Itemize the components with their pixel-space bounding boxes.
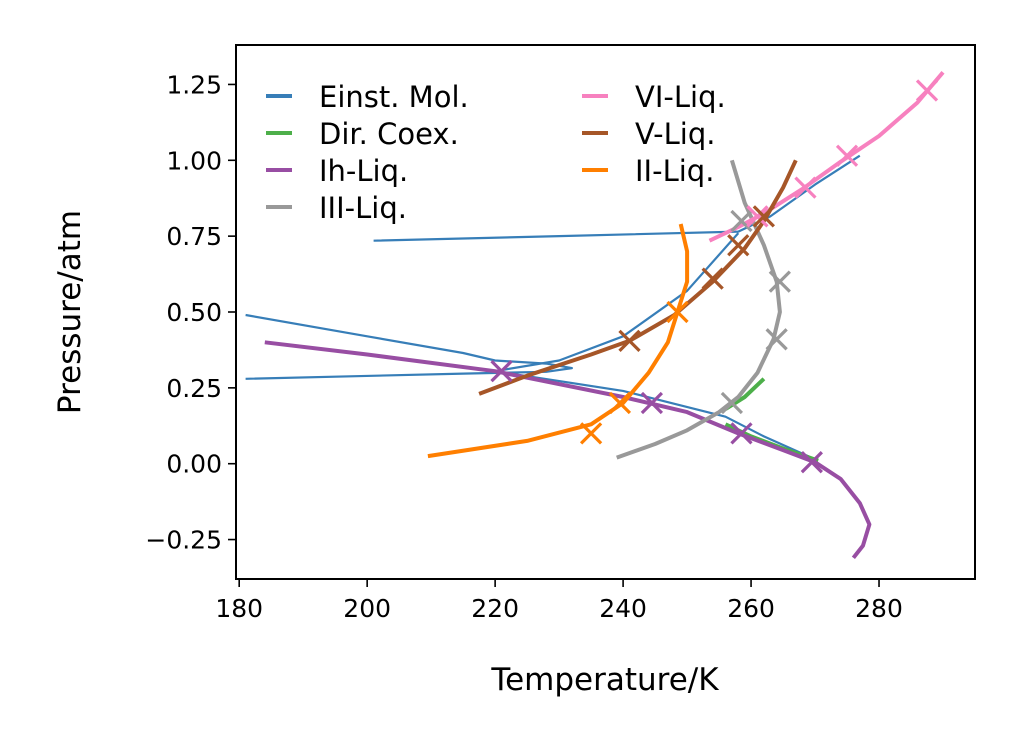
series-line-ih-liq [264,340,872,560]
legend-entry-dir-coex: Dir. Coex. [266,117,459,151]
data-point-ii-liq [579,422,603,445]
data-point-v-liq [752,205,775,228]
data-point-iii-liq [720,391,743,415]
series-line-vi-liq [708,71,945,243]
data-point-iii-liq [765,328,788,351]
y-tick-label: 0.50 [166,298,222,327]
x-tick-label: 200 [343,594,391,623]
legend-label: VI-Liq. [635,80,726,114]
data-point-v-liq [618,329,641,352]
data-point-v-liq [727,234,750,257]
legend-label: Einst. Mol. [319,80,469,114]
y-tick-label: 1.25 [166,70,222,99]
y-tick-label: 0.75 [166,222,222,251]
data-point-v-liq [701,267,724,290]
data-point-ih-liq [640,391,664,415]
x-tick-label: 240 [599,594,647,623]
x-tick-label: 220 [471,594,519,623]
data-point-iii-liq [768,270,791,293]
legend-label: Ih-Liq. [319,154,408,188]
data-point-ii-liq [608,391,632,415]
series-line-einst-mol [494,370,816,461]
x-tick-label: 260 [727,594,775,623]
legend-entry-iii-liq: III-Liq. [266,191,407,225]
series-line-v-liq [478,159,798,396]
series-line-einst-mol [494,232,740,373]
legend-label: II-Liq. [635,154,714,188]
data-point-vi-liq [746,205,769,228]
legend-label: III-Liq. [319,191,407,225]
y-tick-label: 1.00 [166,146,222,175]
data-point-ih-liq [490,360,513,383]
y-tick-label: 0.25 [166,374,222,403]
x-tick-label: 180 [215,594,263,623]
y-tick-label: 0.00 [166,450,222,479]
data-point-vi-liq [835,144,859,167]
legend: Einst. Mol.Dir. Coex.Ih-Liq.III-Liq. VI-L… [266,80,726,225]
x-axis: 180 200 220 240 260 280 [215,579,903,623]
legend-entry-v-liq: V-Liq. [582,117,715,151]
data-point-ih-liq [800,451,823,474]
data-point-ii-liq [666,300,689,324]
y-axis: −0.25 0.00 0.25 0.50 0.75 1.00 1.25 [145,70,236,555]
legend-entry-einst-mol: Einst. Mol. [266,80,469,114]
x-axis-label: Temperature/K [490,662,719,698]
y-axis-label: Pressure/atm [52,210,88,414]
data-point-vi-liq [915,79,939,102]
series-line-ii-liq [427,223,690,459]
data-point-iii-liq [730,209,753,233]
series-line-iii-liq [616,159,782,460]
legend-entry-vi-liq: VI-Liq. [582,80,726,114]
marker-layer [490,79,939,474]
legend-label: V-Liq. [635,117,715,151]
x-tick-label: 280 [855,594,903,623]
data-point-vi-liq [794,176,817,199]
legend-label: Dir. Coex. [319,117,459,151]
data-point-ih-liq [730,422,753,445]
legend-entry-ih-liq: Ih-Liq. [266,154,408,188]
legend-entry-ii-liq: II-Liq. [582,154,714,188]
y-tick-label: −0.25 [145,526,222,555]
